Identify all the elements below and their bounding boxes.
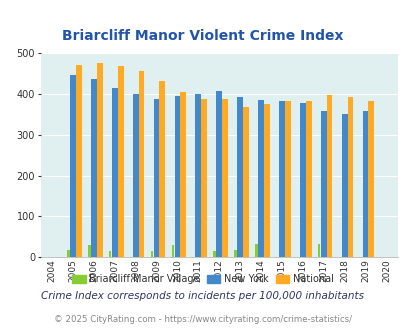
Bar [195, 94, 201, 257]
Bar [213, 251, 215, 257]
Bar [174, 96, 180, 257]
Bar [237, 97, 243, 257]
Bar [91, 80, 96, 257]
Bar [299, 103, 305, 257]
Bar [159, 81, 165, 257]
Bar [317, 244, 320, 257]
Bar [222, 99, 228, 257]
Bar [255, 244, 257, 257]
Bar [88, 245, 90, 257]
Bar [70, 75, 76, 257]
Bar [150, 251, 153, 257]
Text: Crime Index corresponds to incidents per 100,000 inhabitants: Crime Index corresponds to incidents per… [41, 291, 364, 301]
Bar [201, 99, 207, 257]
Bar [326, 95, 332, 257]
Bar [180, 92, 186, 257]
Bar [132, 94, 138, 257]
Bar [153, 99, 159, 257]
Bar [138, 71, 144, 257]
Bar [305, 102, 311, 257]
Legend: Briarcliff Manor Village, New York, National: Briarcliff Manor Village, New York, Nati… [68, 271, 337, 288]
Bar [367, 102, 373, 257]
Bar [109, 251, 111, 257]
Bar [341, 114, 347, 257]
Bar [284, 102, 290, 257]
Bar [362, 111, 367, 257]
Bar [347, 97, 352, 257]
Bar [320, 111, 326, 257]
Bar [278, 101, 284, 257]
Bar [96, 63, 102, 257]
Bar [76, 65, 81, 257]
Bar [243, 107, 248, 257]
Bar [258, 100, 263, 257]
Text: Briarcliff Manor Violent Crime Index: Briarcliff Manor Violent Crime Index [62, 29, 343, 43]
Bar [171, 245, 174, 257]
Bar [111, 88, 117, 257]
Text: © 2025 CityRating.com - https://www.cityrating.com/crime-statistics/: © 2025 CityRating.com - https://www.city… [54, 315, 351, 324]
Bar [263, 104, 269, 257]
Bar [117, 66, 123, 257]
Bar [216, 91, 222, 257]
Bar [234, 250, 236, 257]
Bar [67, 250, 70, 257]
